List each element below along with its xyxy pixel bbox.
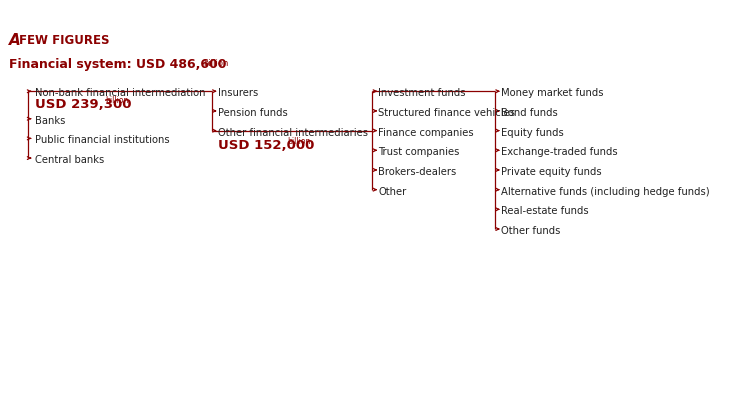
- Text: Financial system: USD 486,600: Financial system: USD 486,600: [9, 58, 226, 71]
- Text: Structured finance vehicles: Structured finance vehicles: [378, 108, 515, 117]
- Text: Trust companies: Trust companies: [378, 147, 459, 157]
- Text: A: A: [9, 33, 20, 48]
- Text: FEW FIGURES: FEW FIGURES: [19, 34, 110, 47]
- Text: Pension funds: Pension funds: [218, 108, 288, 117]
- Text: Investment funds: Investment funds: [378, 88, 466, 98]
- Text: Banks: Banks: [35, 115, 66, 125]
- Text: Brokers-dealers: Brokers-dealers: [378, 166, 456, 176]
- Text: Real-estate funds: Real-estate funds: [501, 206, 588, 216]
- Text: Equity funds: Equity funds: [501, 127, 564, 137]
- Text: billion: billion: [105, 96, 128, 105]
- Text: Central banks: Central banks: [35, 155, 104, 164]
- Text: billion: billion: [203, 59, 228, 68]
- Text: Non-bank financial intermediation: Non-bank financial intermediation: [35, 88, 206, 98]
- Text: Finance companies: Finance companies: [378, 127, 474, 137]
- Text: Private equity funds: Private equity funds: [501, 166, 602, 176]
- Text: Alternative funds (including hedge funds): Alternative funds (including hedge funds…: [501, 186, 710, 196]
- Text: Money market funds: Money market funds: [501, 88, 603, 98]
- Text: USD 152,000: USD 152,000: [218, 139, 314, 152]
- Text: Other: Other: [378, 186, 407, 196]
- Text: Other financial intermediaries: Other financial intermediaries: [218, 127, 367, 137]
- Text: USD 239,300: USD 239,300: [35, 98, 131, 111]
- Text: Public financial institutions: Public financial institutions: [35, 135, 169, 145]
- Text: Insurers: Insurers: [218, 88, 258, 98]
- Text: billion: billion: [288, 137, 311, 146]
- Text: Other funds: Other funds: [501, 225, 560, 235]
- Text: Exchange-traded funds: Exchange-traded funds: [501, 147, 618, 157]
- Text: Bond funds: Bond funds: [501, 108, 558, 117]
